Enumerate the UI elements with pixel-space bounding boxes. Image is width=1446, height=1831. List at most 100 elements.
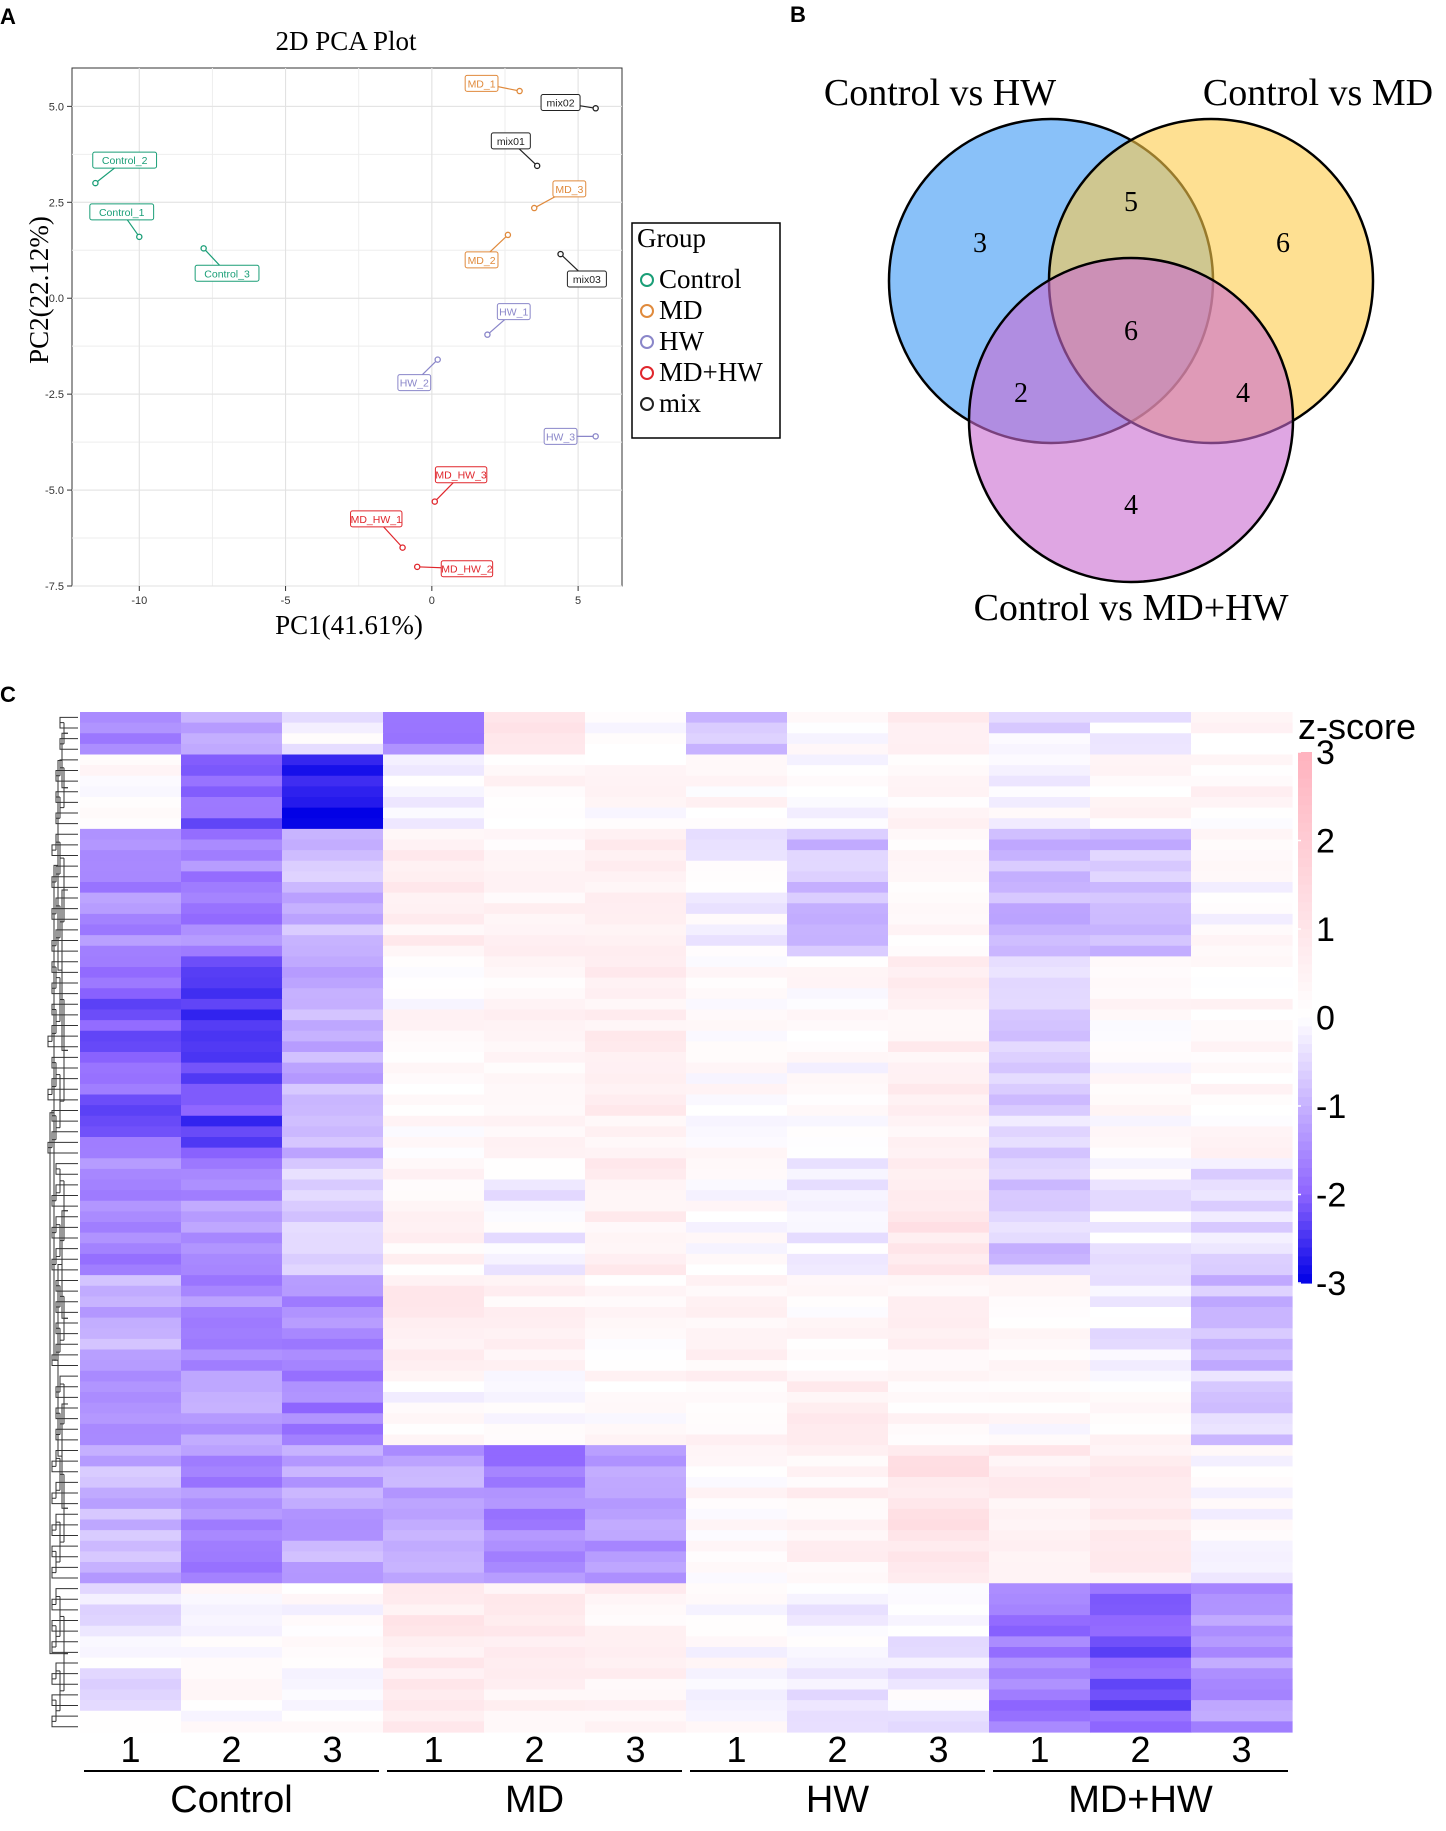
heatmap-cell bbox=[686, 1423, 788, 1436]
heatmap-cell bbox=[80, 1370, 182, 1382]
heatmap-cell bbox=[282, 1615, 384, 1627]
heatmap-cell bbox=[282, 1583, 384, 1595]
heatmap-cell bbox=[787, 1700, 889, 1712]
heatmap-cell bbox=[181, 1179, 283, 1191]
heatmap-cell bbox=[686, 775, 788, 787]
heatmap-cell bbox=[80, 1413, 182, 1425]
heatmap-cell bbox=[80, 1349, 182, 1361]
heatmap-cell bbox=[686, 1200, 788, 1212]
heatmap-cell bbox=[282, 1370, 384, 1382]
heatmap-cell bbox=[484, 1009, 586, 1021]
heatmap-cell bbox=[1090, 807, 1192, 819]
heatmap-cell bbox=[181, 1572, 283, 1584]
heatmap-cell bbox=[989, 1211, 1091, 1223]
pca-point-label: HW_3 bbox=[546, 431, 575, 443]
heatmap-cell bbox=[181, 1668, 283, 1680]
heatmap-cell bbox=[181, 1211, 283, 1223]
colorbar-segment bbox=[1298, 964, 1312, 974]
heatmap-cell bbox=[383, 1137, 485, 1149]
dendrogram-branch bbox=[59, 1375, 78, 1392]
heatmap-cell bbox=[1191, 1222, 1293, 1234]
heatmap-column-label: 1 bbox=[120, 1729, 140, 1770]
heatmap-cell bbox=[80, 1264, 182, 1276]
heatmap-cell bbox=[80, 1657, 182, 1669]
heatmap-cell bbox=[484, 1636, 586, 1648]
heatmap-cell bbox=[989, 1487, 1091, 1499]
heatmap-cell bbox=[80, 1668, 182, 1680]
heatmap-cell bbox=[484, 1253, 586, 1266]
heatmap-cell bbox=[787, 1636, 889, 1648]
colorbar-segment bbox=[1298, 999, 1312, 1010]
heatmap-cell bbox=[80, 1710, 182, 1722]
heatmap-cell bbox=[484, 1466, 586, 1478]
heatmap-cell bbox=[888, 1498, 990, 1510]
heatmap-cell bbox=[686, 1551, 788, 1563]
heatmap-cell bbox=[585, 722, 687, 734]
heatmap-cell bbox=[383, 1487, 485, 1499]
heatmap-cell bbox=[787, 977, 889, 989]
heatmap-cell bbox=[484, 775, 586, 787]
heatmap-cell bbox=[787, 1253, 889, 1266]
heatmap-cell bbox=[282, 871, 384, 883]
heatmap-cell bbox=[787, 1370, 889, 1382]
heatmap-cell bbox=[686, 1105, 788, 1117]
heatmap-cell bbox=[686, 1264, 788, 1276]
heatmap-cell bbox=[989, 860, 1091, 872]
heatmap-cell bbox=[585, 1328, 687, 1340]
heatmap-cell bbox=[282, 998, 384, 1011]
heatmap-cell bbox=[282, 1105, 384, 1117]
heatmap-cell bbox=[585, 1625, 687, 1637]
heatmap-cell bbox=[686, 722, 788, 734]
heatmap-cell bbox=[383, 1232, 485, 1244]
heatmap-cell bbox=[484, 765, 586, 777]
heatmap-cell bbox=[484, 1647, 586, 1659]
heatmap-cell bbox=[686, 1370, 788, 1382]
venn-region-count: 6 bbox=[1276, 228, 1290, 259]
colorbar-segment bbox=[1298, 1088, 1312, 1098]
heatmap-cell bbox=[282, 1179, 384, 1191]
heatmap-cell bbox=[888, 1328, 990, 1340]
heatmap-cell bbox=[181, 1370, 283, 1382]
heatmap-cell bbox=[1090, 1179, 1192, 1191]
heatmap-cell bbox=[989, 1190, 1091, 1202]
heatmap-cell bbox=[80, 1604, 182, 1616]
heatmap-cell bbox=[989, 1466, 1091, 1478]
pca-point-label: mix03 bbox=[573, 274, 601, 286]
heatmap-cell bbox=[383, 1700, 485, 1712]
dendrogram-branch bbox=[61, 889, 68, 1051]
heatmap-cell bbox=[585, 1455, 687, 1467]
heatmap-cell bbox=[686, 1052, 788, 1064]
heatmap-cell bbox=[1191, 1402, 1293, 1414]
heatmap-cell bbox=[484, 1200, 586, 1212]
heatmap-cell bbox=[888, 1551, 990, 1563]
heatmap-cell bbox=[989, 1615, 1091, 1627]
heatmap-cell bbox=[383, 1083, 485, 1096]
heatmap-cell bbox=[888, 1253, 990, 1266]
dendrogram-branch bbox=[55, 1513, 78, 1531]
heatmap-cell bbox=[1090, 1689, 1192, 1701]
heatmap-cell bbox=[989, 1572, 1091, 1584]
heatmap-cell bbox=[787, 1615, 889, 1627]
heatmap-cell bbox=[1090, 1625, 1192, 1637]
heatmap-cell bbox=[585, 1583, 687, 1595]
heatmap-cell bbox=[989, 945, 1091, 957]
heatmap-cell bbox=[181, 1115, 283, 1127]
heatmap-cell bbox=[989, 1222, 1091, 1234]
heatmap-cell bbox=[181, 850, 283, 862]
heatmap-cell bbox=[383, 1508, 485, 1521]
heatmap-cell bbox=[80, 1200, 182, 1212]
heatmap-cell bbox=[383, 1381, 485, 1393]
heatmap-cell bbox=[282, 1009, 384, 1021]
heatmap-cell bbox=[585, 1700, 687, 1712]
heatmap-cell bbox=[1090, 1200, 1192, 1212]
heatmap-cell bbox=[282, 1328, 384, 1340]
colorbar-segment bbox=[1298, 920, 1312, 930]
heatmap-cell bbox=[686, 1338, 788, 1351]
pca-point bbox=[92, 179, 99, 187]
heatmap-cell bbox=[787, 1562, 889, 1574]
heatmap-cell bbox=[787, 1668, 889, 1680]
heatmap-cell bbox=[787, 1593, 889, 1606]
heatmap-column-label: 3 bbox=[1231, 1729, 1251, 1770]
colorbar-segment bbox=[1298, 1035, 1312, 1045]
